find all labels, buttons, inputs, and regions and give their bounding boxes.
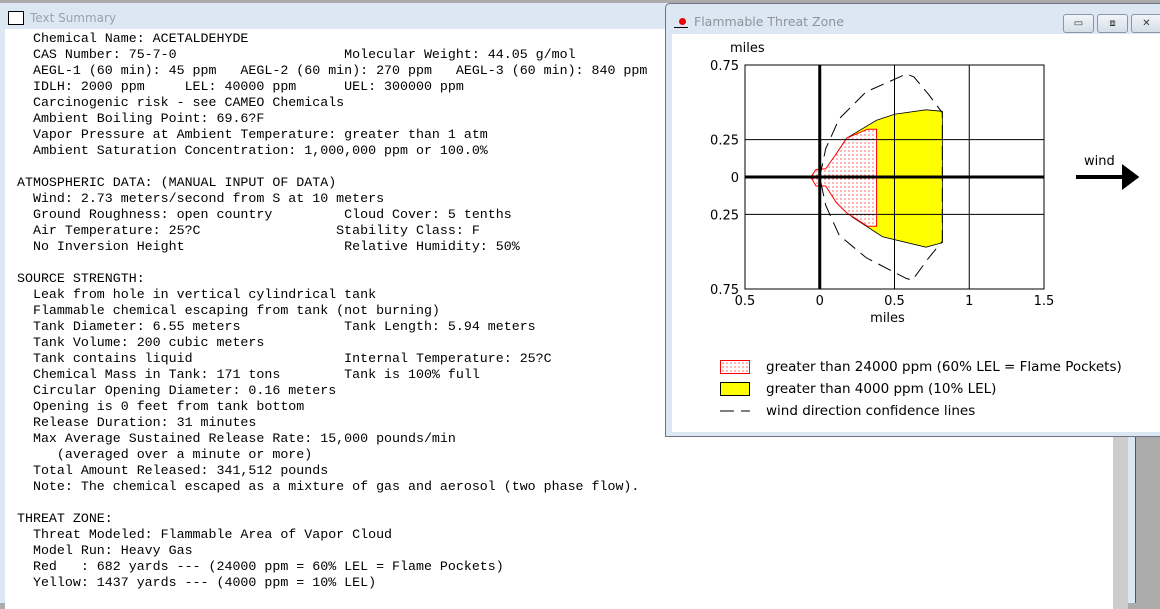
- summary-line: Ambient Boiling Point: 69.6?F: [17, 111, 265, 126]
- summary-line: Leak from hole in vertical cylindrical t…: [17, 287, 377, 302]
- app-icon: [8, 11, 24, 25]
- close-button[interactable]: ✕: [1131, 14, 1160, 33]
- legend-item-dashed: wind direction confidence lines: [720, 403, 975, 419]
- y-tick-label: 0.75: [710, 283, 739, 298]
- text-summary-titlebar[interactable]: Text Summary: [8, 9, 116, 27]
- summary-line: (averaged over a minute or more): [17, 447, 313, 462]
- x-tick-label: 0.5: [884, 294, 905, 309]
- threat-zone-chart: 0.5 0 0.5 1 1.5 0.75 0.25 0 0.25 0.75 miles miles wi…: [710, 41, 1140, 326]
- x-tick-label: 1: [965, 294, 973, 309]
- x-axis-label: miles: [870, 311, 905, 326]
- summary-line: Flammable chemical escaping from tank (n…: [17, 303, 440, 318]
- summary-line: [17, 495, 647, 511]
- red-swatch: [720, 360, 750, 374]
- legend-label: greater than 24000 ppm (60% LEL = Flame …: [766, 359, 1122, 375]
- window-title: Flammable Threat Zone: [694, 14, 844, 29]
- summary-line: [17, 255, 647, 271]
- summary-line: Ground Roughness: open country Cloud Cov…: [17, 207, 512, 222]
- y-tick-label: 0.75: [710, 59, 739, 74]
- summary-text: Chemical Name: ACETALDEHYDE CAS Number: …: [17, 31, 647, 591]
- summary-line: AEGL-1 (60 min): 45 ppm AEGL-2 (60 min):…: [17, 63, 648, 78]
- summary-line: Yellow: 1437 yards --- (4000 ppm = 10% L…: [17, 575, 377, 590]
- summary-line: Threat Modeled: Flammable Area of Vapor …: [17, 527, 393, 542]
- flammable-threat-zone-window: Flammable Threat Zone ▭ ⧈ ✕ 0.5 0 0.5 1 1.5 0…: [665, 3, 1160, 437]
- summary-line: Note: The chemical escaped as a mixture …: [17, 479, 640, 494]
- dashed-line-swatch: [720, 410, 750, 412]
- wind-label: wind: [1084, 154, 1115, 169]
- x-tick-label: 0.5: [735, 294, 756, 309]
- threat-window-titlebar[interactable]: Flammable Threat Zone: [674, 14, 844, 29]
- summary-line: Vapor Pressure at Ambient Temperature: g…: [17, 127, 488, 142]
- legend-item-red: greater than 24000 ppm (60% LEL = Flame …: [720, 359, 1122, 375]
- legend-label: greater than 4000 ppm (10% LEL): [766, 381, 997, 397]
- window-title: Text Summary: [30, 11, 117, 25]
- summary-line: Opening is 0 feet from tank bottom: [17, 399, 305, 414]
- threat-zone-plot-area: 0.5 0 0.5 1 1.5 0.75 0.25 0 0.25 0.75 miles miles wi…: [672, 34, 1160, 432]
- summary-line: Chemical Mass in Tank: 171 tons Tank is …: [17, 367, 480, 382]
- summary-line: Tank Diameter: 6.55 meters Tank Length: …: [17, 319, 536, 334]
- summary-line: Chemical Name: ACETALDEHYDE: [17, 31, 249, 46]
- legend-item-yellow: greater than 4000 ppm (10% LEL): [720, 381, 996, 397]
- threat-zone-icon: [674, 16, 688, 28]
- wind-confidence-lines: [819, 73, 943, 281]
- summary-line: CAS Number: 75-7-0 Molecular Weight: 44.…: [17, 47, 576, 62]
- summary-line: Carcinogenic risk - see CAMEO Chemicals: [17, 95, 345, 110]
- summary-line: Total Amount Released: 341,512 pounds: [17, 463, 329, 478]
- summary-line: Model Run: Heavy Gas: [17, 543, 193, 558]
- minimize-button[interactable]: ▭: [1063, 14, 1094, 33]
- summary-line: Release Duration: 31 minutes: [17, 415, 257, 430]
- summary-line: Max Average Sustained Release Rate: 15,0…: [17, 431, 456, 446]
- maximize-button[interactable]: ⧈: [1097, 14, 1128, 33]
- legend-label: wind direction confidence lines: [766, 403, 976, 419]
- x-tick-label: 1.5: [1034, 294, 1055, 309]
- summary-line: No Inversion Height Relative Humidity: 5…: [17, 239, 520, 254]
- summary-line: SOURCE STRENGTH:: [17, 271, 145, 286]
- yellow-swatch: [720, 382, 750, 396]
- y-tick-label: 0.25: [710, 134, 739, 149]
- summary-line: Red : 682 yards --- (24000 ppm = 60% LEL…: [17, 559, 504, 574]
- wind-arrow-icon: [1076, 164, 1140, 190]
- y-tick-label: 0: [731, 171, 739, 186]
- y-tick-label: 0.25: [710, 208, 739, 223]
- summary-line: Wind: 2.73 meters/second from S at 10 me…: [17, 191, 385, 206]
- summary-line: ATMOSPHERIC DATA: (MANUAL INPUT OF DATA): [17, 175, 337, 190]
- summary-line: [17, 159, 647, 175]
- y-axis-label: miles: [730, 41, 765, 56]
- summary-line: Tank contains liquid Internal Temperatur…: [17, 351, 552, 366]
- x-tick-label: 0: [816, 294, 824, 309]
- summary-line: Tank Volume: 200 cubic meters: [17, 335, 265, 350]
- summary-line: Air Temperature: 25?C Stability Class: F: [17, 223, 480, 238]
- summary-line: IDLH: 2000 ppm LEL: 40000 ppm UEL: 30000…: [17, 79, 464, 94]
- summary-line: THREAT ZONE:: [17, 511, 113, 526]
- summary-line: Circular Opening Diameter: 0.16 meters: [17, 383, 337, 398]
- summary-line: Ambient Saturation Concentration: 1,000,…: [17, 143, 488, 158]
